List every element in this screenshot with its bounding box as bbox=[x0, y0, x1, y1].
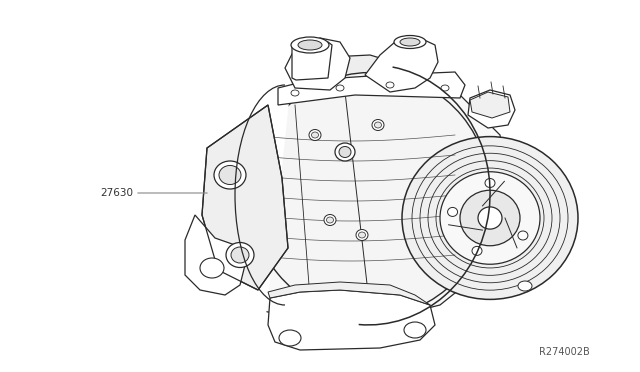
Text: R274002B: R274002B bbox=[540, 347, 590, 357]
Ellipse shape bbox=[291, 37, 329, 53]
Ellipse shape bbox=[326, 217, 333, 223]
Text: 27630: 27630 bbox=[100, 188, 133, 198]
Ellipse shape bbox=[312, 132, 319, 138]
Ellipse shape bbox=[472, 246, 482, 256]
Ellipse shape bbox=[358, 232, 365, 238]
Ellipse shape bbox=[231, 247, 249, 263]
Ellipse shape bbox=[460, 190, 520, 246]
Ellipse shape bbox=[372, 119, 384, 131]
Ellipse shape bbox=[214, 161, 246, 189]
Polygon shape bbox=[235, 75, 510, 330]
Polygon shape bbox=[268, 282, 430, 305]
Polygon shape bbox=[470, 92, 510, 118]
Polygon shape bbox=[268, 290, 435, 350]
Polygon shape bbox=[265, 55, 460, 108]
Ellipse shape bbox=[478, 207, 502, 229]
Polygon shape bbox=[278, 72, 465, 105]
Ellipse shape bbox=[404, 322, 426, 338]
Ellipse shape bbox=[485, 179, 495, 187]
Ellipse shape bbox=[518, 281, 532, 291]
Ellipse shape bbox=[402, 137, 578, 299]
Ellipse shape bbox=[374, 122, 381, 128]
Ellipse shape bbox=[291, 90, 299, 96]
Ellipse shape bbox=[298, 40, 322, 50]
Polygon shape bbox=[285, 38, 350, 90]
Polygon shape bbox=[292, 42, 332, 80]
Ellipse shape bbox=[394, 35, 426, 48]
Ellipse shape bbox=[386, 82, 394, 88]
Polygon shape bbox=[365, 38, 438, 92]
Ellipse shape bbox=[309, 129, 321, 141]
Ellipse shape bbox=[200, 258, 224, 278]
Ellipse shape bbox=[219, 166, 241, 185]
Ellipse shape bbox=[279, 330, 301, 346]
Ellipse shape bbox=[324, 215, 336, 225]
Polygon shape bbox=[185, 215, 245, 295]
Ellipse shape bbox=[447, 208, 458, 217]
Polygon shape bbox=[468, 90, 515, 128]
Polygon shape bbox=[0, 0, 300, 372]
Ellipse shape bbox=[400, 38, 420, 46]
Ellipse shape bbox=[339, 147, 351, 157]
Ellipse shape bbox=[440, 172, 540, 264]
Ellipse shape bbox=[356, 230, 368, 241]
Ellipse shape bbox=[441, 85, 449, 91]
Ellipse shape bbox=[226, 243, 254, 267]
Ellipse shape bbox=[518, 231, 528, 240]
Polygon shape bbox=[200, 108, 290, 285]
Ellipse shape bbox=[336, 85, 344, 91]
Polygon shape bbox=[202, 105, 288, 290]
Ellipse shape bbox=[250, 73, 490, 317]
Ellipse shape bbox=[335, 143, 355, 161]
